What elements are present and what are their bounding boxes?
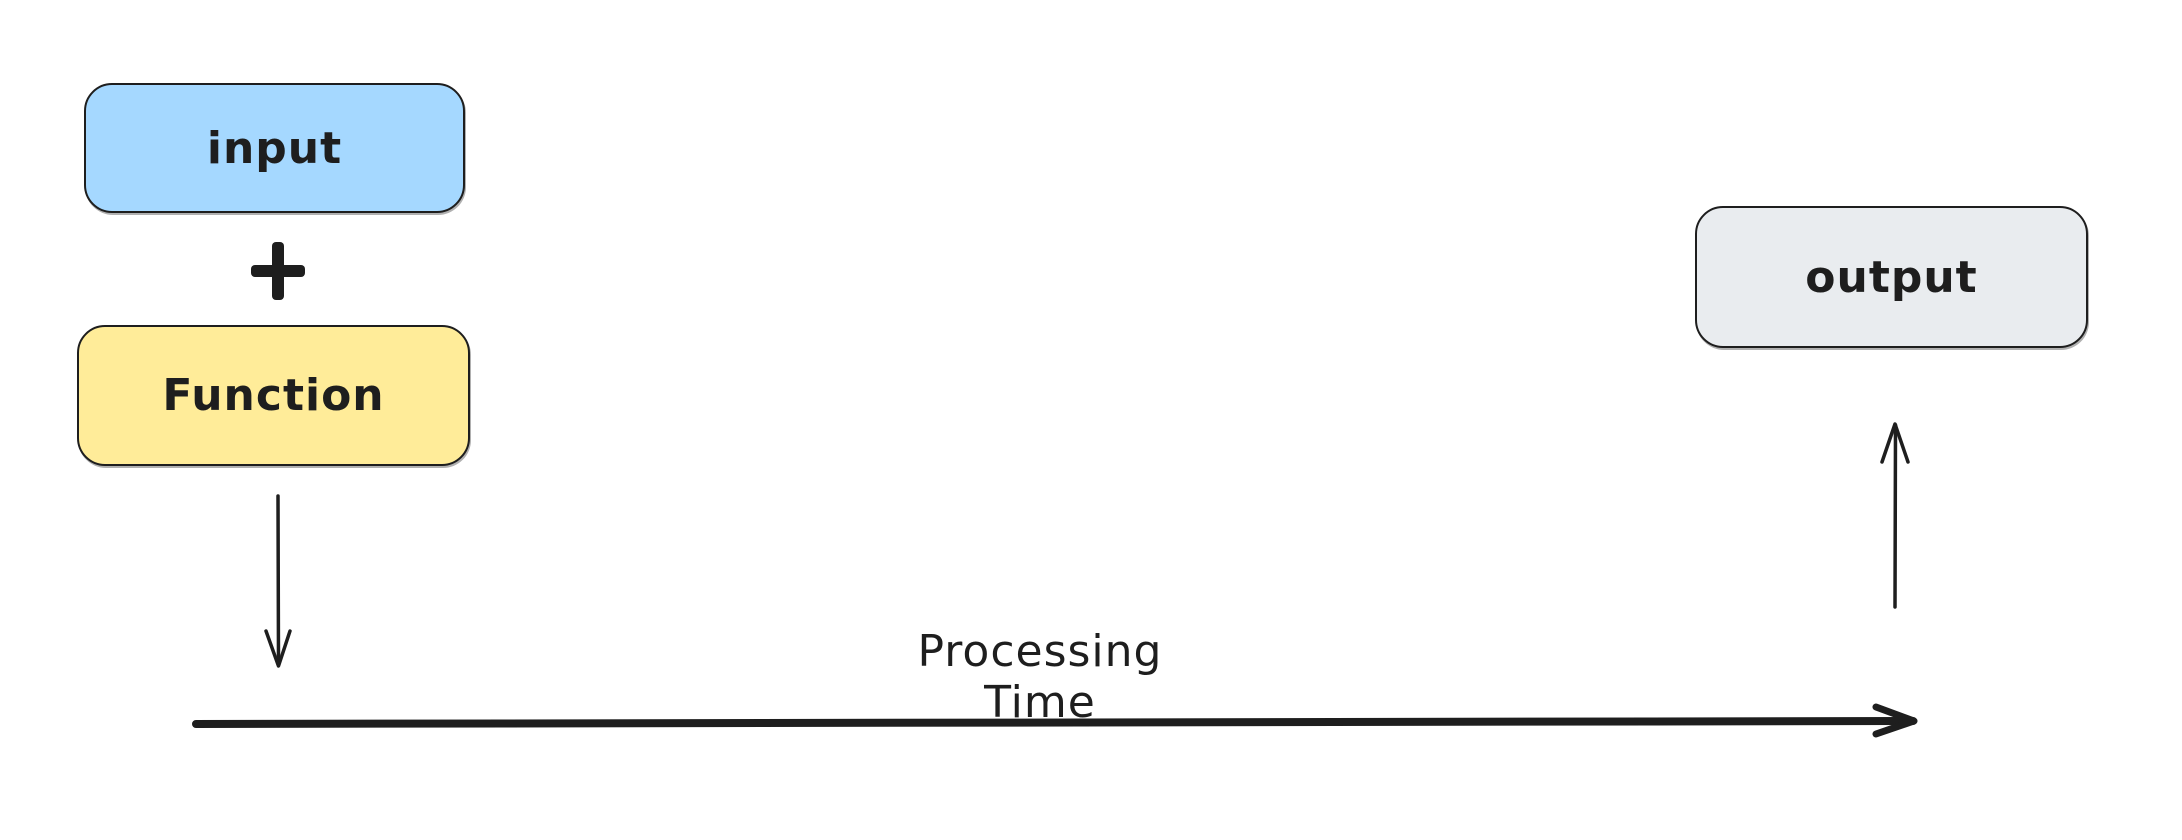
timeline-arrow: [192, 703, 1918, 738]
function-node: Function: [77, 325, 470, 466]
input-node: input: [84, 83, 465, 213]
plus-icon: [247, 240, 309, 302]
down-arrow: [264, 494, 292, 668]
up-arrow: [1880, 422, 1910, 609]
function-node-label: Function: [162, 370, 385, 421]
output-node-label: output: [1805, 251, 1978, 303]
output-node: output: [1695, 206, 2088, 348]
input-node-label: input: [206, 122, 343, 174]
